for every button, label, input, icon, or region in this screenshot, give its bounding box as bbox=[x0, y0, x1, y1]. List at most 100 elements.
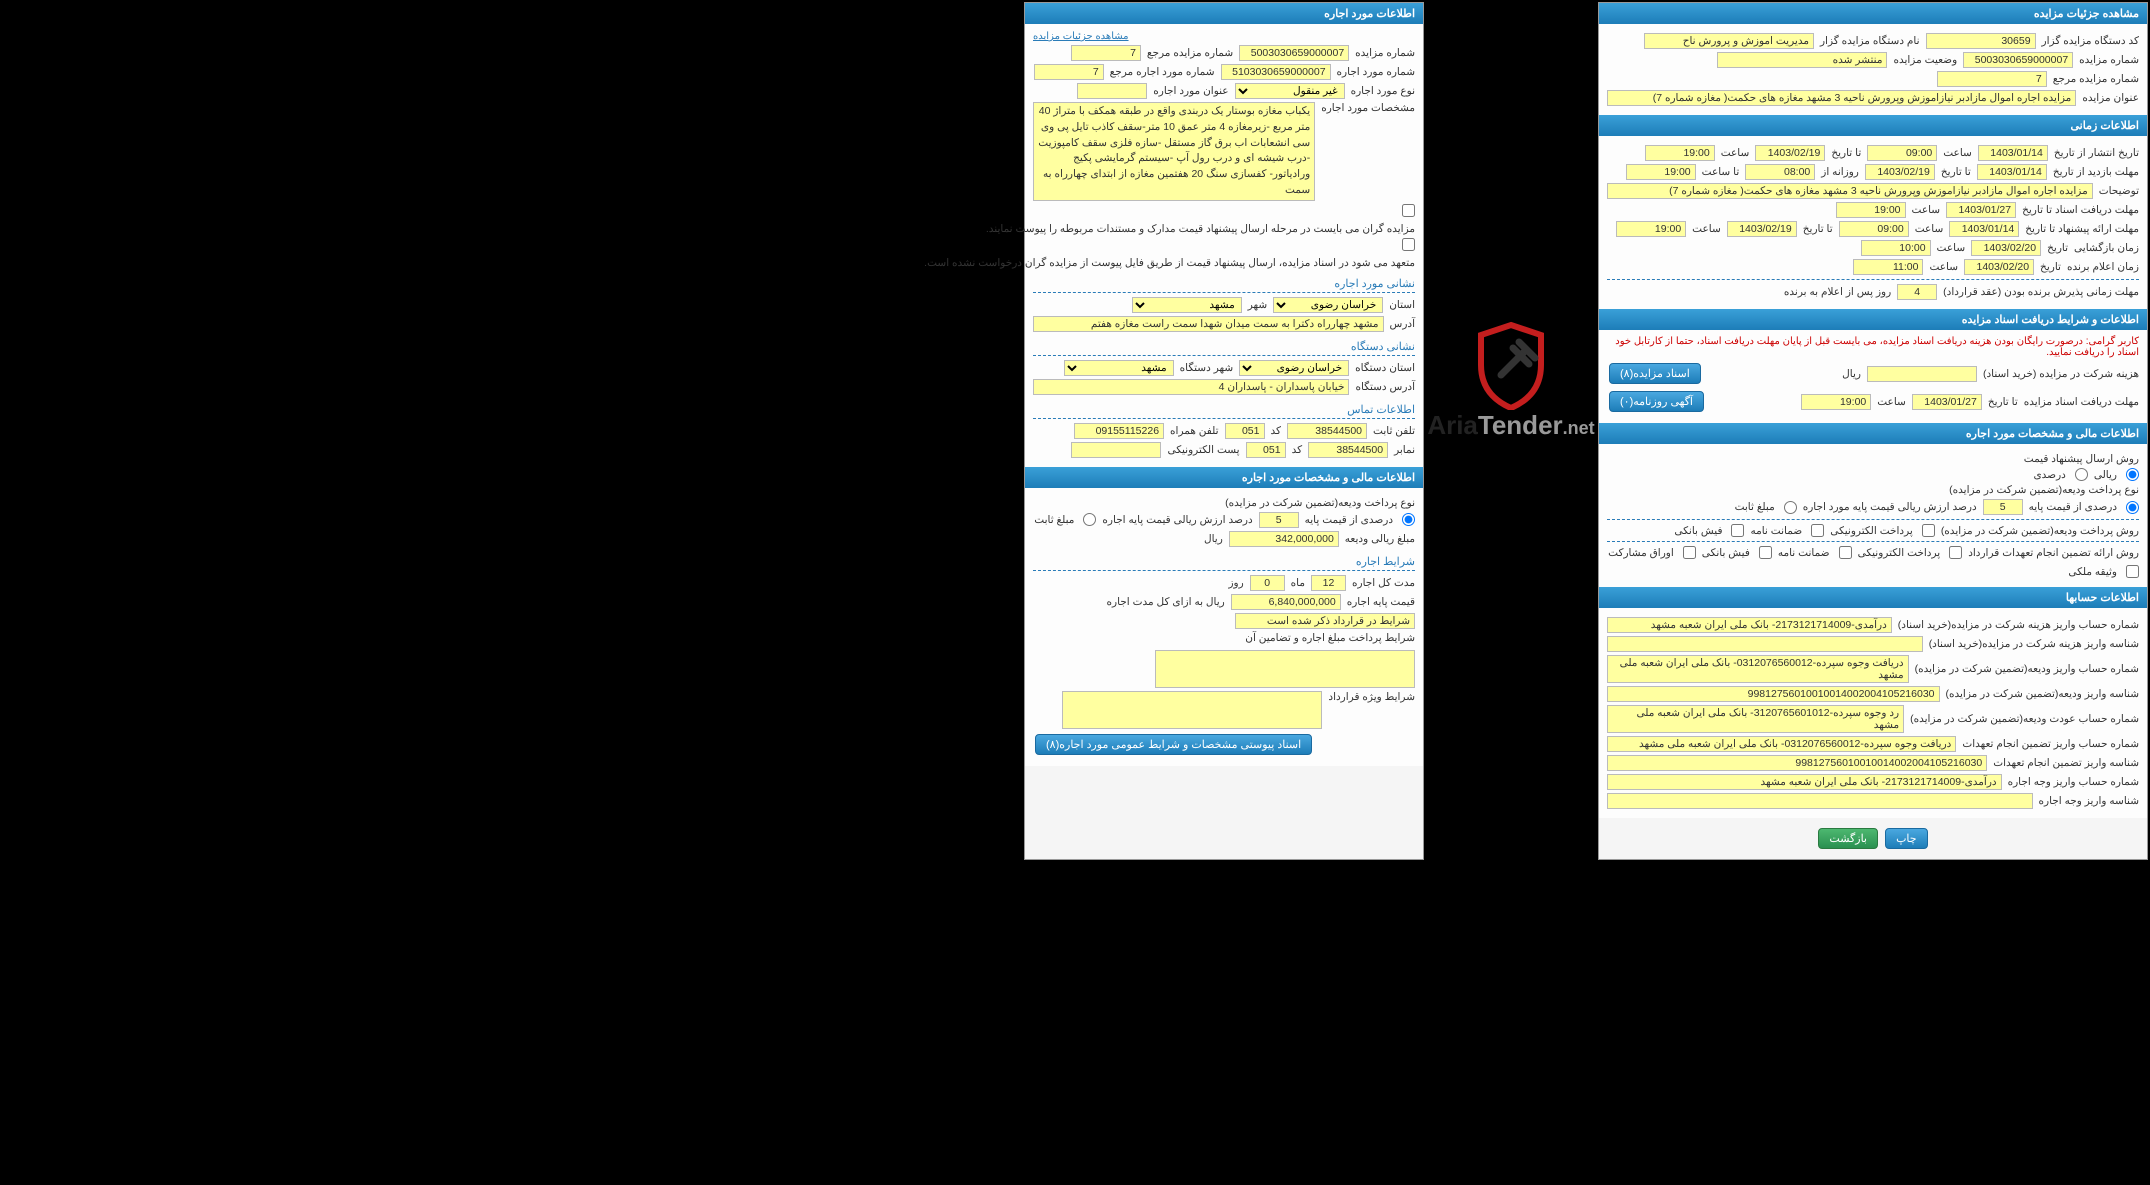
radio-riyali[interactable] bbox=[2126, 468, 2139, 481]
chk-c-guarantee[interactable] bbox=[1839, 546, 1852, 559]
acc-lbl-6: شماره حساب واریز تضمین انجام تعهدات bbox=[1962, 738, 2139, 750]
lbl-percent-base: درصدی از قیمت پایه bbox=[2029, 501, 2117, 513]
lbl-percent-suffix: درصد ارزش ریالی قیمت پایه مورد اجاره bbox=[1803, 501, 1977, 513]
lbl-pubtime: ساعت bbox=[1943, 147, 1972, 159]
lv-auction-ref: 7 bbox=[1071, 45, 1141, 61]
val-fee bbox=[1867, 366, 1977, 382]
val-pubtime-from: 09:00 bbox=[1867, 145, 1937, 161]
lbl-fixed-amount: مبلغ ثابت bbox=[1735, 501, 1775, 513]
btn-print[interactable]: چاپ bbox=[1885, 828, 1928, 849]
link-view-details[interactable]: مشاهده جزئیات مزایده bbox=[1033, 31, 1129, 42]
l2-lbl-percent-suffix: درصد ارزش ریالی قیمت پایه اجاره bbox=[1102, 514, 1252, 526]
val-winner-time: 11:00 bbox=[1853, 259, 1923, 275]
sel-province[interactable]: خراسان رضوی bbox=[1273, 297, 1383, 313]
val-visit-todate: 1403/02/19 bbox=[1865, 164, 1935, 180]
lbl-docdeadline: مهلت دریافت اسناد تا تاریخ bbox=[2022, 204, 2139, 216]
l2-lbl-payterms: شرایط پرداخت مبلغ اجاره و تضامین آن bbox=[1245, 632, 1415, 644]
lbl-commit-method: روش ارائه تضمین انجام تعهدات قرارداد bbox=[1968, 547, 2139, 559]
l2-val-percent: 5 bbox=[1259, 512, 1299, 528]
sel-org-city[interactable]: مشهد bbox=[1064, 360, 1174, 376]
lbl-accept-deadline: مهلت زمانی پذیرش برنده بودن (عقد قرارداد… bbox=[1943, 286, 2139, 298]
val-docdl-date: 1403/01/27 bbox=[1912, 394, 1982, 410]
ll-lease-ref: شماره مورد اجاره مرجع bbox=[1110, 66, 1215, 78]
acc-lbl-1: شماره حساب واریز هزینه شرکت در مزایده(خر… bbox=[1898, 619, 2139, 631]
lbl-device-name: نام دستگاه مزایده گزار bbox=[1820, 35, 1920, 47]
lbl-docdl-to: تا تاریخ bbox=[1988, 396, 2018, 408]
div-address: نشانی مورد اجاره bbox=[1033, 275, 1415, 293]
acc-val-6: دریافت وجوه سپرده-0312076560012- بانک مل… bbox=[1607, 736, 1956, 752]
chk-epay[interactable] bbox=[1922, 524, 1935, 537]
radio-fixed-amount[interactable] bbox=[1784, 501, 1797, 514]
lbl-device-code: کد دستگاه مزایده گزار bbox=[2042, 35, 2139, 47]
lbl-pubto: تا تاریخ bbox=[1831, 147, 1861, 159]
chk-note1[interactable] bbox=[1402, 204, 1415, 217]
chk-note2[interactable] bbox=[1402, 238, 1415, 251]
radio-darsadi[interactable] bbox=[2075, 468, 2088, 481]
section-auction-details-header: مشاهده جزئیات مزایده bbox=[1599, 3, 2147, 24]
lbl-rial: ریال bbox=[1842, 368, 1861, 380]
ll-auction-ref: شماره مزایده مرجع bbox=[1147, 47, 1233, 59]
lbl-offer-to: تا تاریخ bbox=[1803, 223, 1833, 235]
l2-radio-fixed[interactable] bbox=[1083, 513, 1096, 526]
ll-fax: نمابر bbox=[1394, 444, 1415, 456]
l2-val-base: 6,840,000,000 bbox=[1231, 594, 1341, 610]
val-ref-no: 7 bbox=[1937, 71, 2047, 87]
ll-lease-no: شماره مورد اجاره bbox=[1337, 66, 1415, 78]
val-daily-to: 19:00 bbox=[1626, 164, 1696, 180]
btn-auction-docs[interactable]: اسناد مزایده(۸) bbox=[1609, 363, 1701, 384]
chk-bankslip[interactable] bbox=[1731, 524, 1744, 537]
btn-attachments[interactable]: اسناد پیوستی مشخصات و شرایط عمومی مورد ا… bbox=[1035, 734, 1312, 755]
lbl-darsadi: درصدی bbox=[2033, 469, 2065, 481]
chk-c-property[interactable] bbox=[2126, 565, 2139, 578]
val-open-time: 10:00 bbox=[1861, 240, 1931, 256]
val-offer-from: 1403/01/14 bbox=[1949, 221, 2019, 237]
acc-lbl-2: شناسه واریز هزینه شرکت در مزایده(خرید اس… bbox=[1929, 638, 2139, 650]
l2-lbl-percent: درصدی از قیمت پایه bbox=[1305, 514, 1393, 526]
val-desc: مزایده اجاره اموال مازادبر نیازاموزش وپر… bbox=[1607, 183, 2093, 199]
ll-mobile: تلفن همراه bbox=[1170, 425, 1218, 437]
ta-payterms[interactable] bbox=[1155, 650, 1415, 688]
ariatender-logo: AriaTender.net bbox=[1406, 320, 1616, 441]
acc-val-2 bbox=[1607, 636, 1923, 652]
val-winner-date: 1403/02/20 bbox=[1964, 259, 2034, 275]
val-device-code: 30659 bbox=[1926, 33, 2036, 49]
l2-lbl-day: روز bbox=[1228, 577, 1243, 589]
lbl-docdeadline-time: ساعت bbox=[1912, 204, 1941, 216]
lbl-offer: مهلت ارائه پیشنهاد تا تاریخ bbox=[2025, 223, 2139, 235]
l2-lbl-duration: مدت کل اجاره bbox=[1352, 577, 1415, 589]
section-left-finance-header: اطلاعات مالی و مشخصات مورد اجاره bbox=[1025, 467, 1423, 488]
lbl-daily-from: روزانه از bbox=[1821, 166, 1859, 178]
lv-lease-ref: 7 bbox=[1034, 64, 1104, 80]
l2-val-condnote: شرایط در قرارداد ذکر شده است bbox=[1235, 613, 1415, 629]
lbl-note2: متعهد می شود در اسناد مزایده، ارسال پیشن… bbox=[924, 257, 1415, 269]
sel-lease-type[interactable]: غیر منقول bbox=[1235, 83, 1345, 99]
lbl-deposit-method: روش پرداخت ودیعه(تضمین شرکت در مزایده) bbox=[1941, 525, 2139, 537]
btn-back[interactable]: بازگشت bbox=[1818, 828, 1878, 849]
lv-fax: 38544500 bbox=[1308, 442, 1388, 458]
chk-guarantee[interactable] bbox=[1811, 524, 1824, 537]
val-auction-title: مزایده اجاره اموال مازادبر نیازاموزش وپر… bbox=[1607, 90, 2076, 106]
val-auction-no: 5003030659000007 bbox=[1963, 52, 2073, 68]
lv-code: 051 bbox=[1225, 423, 1265, 439]
chk-c-bankslip[interactable] bbox=[1759, 546, 1772, 559]
btn-newspaper[interactable]: آگهی روزنامه(۰) bbox=[1609, 391, 1704, 412]
l2-radio-percent[interactable] bbox=[1402, 513, 1415, 526]
lv-lease-title bbox=[1077, 83, 1147, 99]
acc-val-1: درآمدی-2173121714009- بانک ملی ایران شعب… bbox=[1607, 617, 1892, 633]
chk-c-epay[interactable] bbox=[1949, 546, 1962, 559]
ll-code: کد bbox=[1271, 425, 1282, 437]
l2-lbl-special: شرایط ویژه قرارداد bbox=[1328, 691, 1415, 703]
ll-city: شهر bbox=[1248, 299, 1267, 311]
chk-c-bonds[interactable] bbox=[1683, 546, 1696, 559]
ta-special[interactable] bbox=[1062, 691, 1322, 729]
acc-val-4: 99812756010010014002004105216030 bbox=[1607, 686, 1940, 702]
sel-city[interactable]: مشهد bbox=[1132, 297, 1242, 313]
section-accounts-header: اطلاعات حسابها bbox=[1599, 587, 2147, 608]
ll-lease-title: عنوان مورد اجاره bbox=[1153, 85, 1228, 97]
radio-percent-base[interactable] bbox=[2126, 501, 2139, 514]
l2-lbl-fixed: مبلغ ثابت bbox=[1034, 514, 1074, 526]
lbl-pubdate: تاریخ انتشار از تاریخ bbox=[2054, 147, 2139, 159]
lbl-daily-to: تا ساعت bbox=[1702, 166, 1740, 178]
sel-org-province[interactable]: خراسان رضوی bbox=[1239, 360, 1349, 376]
lv-phone: 38544500 bbox=[1287, 423, 1367, 439]
